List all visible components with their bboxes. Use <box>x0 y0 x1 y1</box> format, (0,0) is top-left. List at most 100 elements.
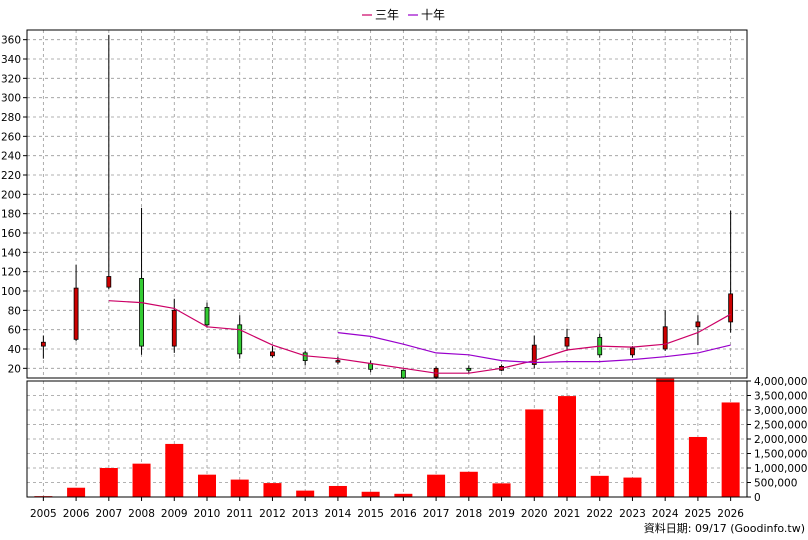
legend: 三年 十年 <box>362 8 445 22</box>
price-tick-label: 60 <box>8 325 21 337</box>
year-tick-label: 2009 <box>161 508 188 520</box>
volume-bar <box>427 474 446 497</box>
candle-body <box>695 321 701 328</box>
year-tick-label: 2022 <box>586 508 613 520</box>
volume-bar <box>296 490 315 497</box>
volume-bar <box>328 485 347 497</box>
year-tick-label: 2006 <box>63 508 90 520</box>
candle-body <box>564 336 570 347</box>
volume-bar <box>132 463 151 497</box>
year-tick-label: 2025 <box>685 508 712 520</box>
price-tick-label: 200 <box>1 189 21 201</box>
price-tick-label: 300 <box>1 93 21 105</box>
price-tick-label: 160 <box>1 228 21 240</box>
price-tick-label: 140 <box>1 247 21 259</box>
volume-tick-label: 500,000 <box>754 478 797 490</box>
volume-axis: 0 500,000 1,000,000 1,500,000 2,000,000 2,500… <box>747 376 807 504</box>
candle-body <box>73 287 79 340</box>
price-panel-frame <box>26 29 748 379</box>
price-tick-label: 240 <box>1 151 21 163</box>
price-tick-label: 180 <box>1 209 21 221</box>
volume-tick-label: 1,500,000 <box>754 449 807 461</box>
candle-body <box>728 293 734 323</box>
year-tick-label: 2026 <box>717 508 744 520</box>
year-tick-label: 2018 <box>455 508 482 520</box>
volume-bar <box>688 436 707 497</box>
price-tick-label: 40 <box>8 344 21 356</box>
price-tick-label: 280 <box>1 112 21 124</box>
volume-bar <box>165 443 184 497</box>
ma10-line <box>337 332 731 364</box>
volume-bar <box>230 479 249 497</box>
moving-averages <box>108 300 731 374</box>
volume-bar <box>492 483 511 497</box>
grid <box>27 30 747 498</box>
volume-panel-frame <box>26 380 748 498</box>
price-tick-label: 320 <box>1 73 21 85</box>
year-tick-label: 2012 <box>259 508 286 520</box>
volume-bar <box>67 487 86 497</box>
year-tick-label: 2016 <box>390 508 417 520</box>
volume-bar <box>558 396 576 497</box>
volume-tick-label: 3,000,000 <box>754 405 807 417</box>
price-tick-label: 120 <box>1 267 21 279</box>
candle-body <box>335 360 341 363</box>
volume-bar <box>623 477 642 497</box>
price-tick-label: 360 <box>1 35 21 47</box>
volume-bars <box>34 378 740 497</box>
volume-tick-label: 0 <box>754 492 761 504</box>
price-axis: 20 40 60 80 100 120 140 160 180 200 220 240 260 280 30… <box>1 35 27 375</box>
year-tick-label: 2013 <box>292 508 319 520</box>
candle-body <box>270 351 275 357</box>
price-tick-label: 80 <box>8 305 21 317</box>
price-tick-label: 260 <box>1 131 21 143</box>
price-tick-label: 220 <box>1 170 21 182</box>
year-tick-label: 2008 <box>128 508 155 520</box>
volume-bar <box>198 474 216 497</box>
year-tick-label: 2005 <box>30 508 57 520</box>
candles <box>40 34 734 379</box>
year-tick-label: 2021 <box>554 508 581 520</box>
year-tick-label: 2014 <box>325 508 352 520</box>
candle-body <box>106 276 112 288</box>
candle-body <box>204 307 210 326</box>
candle-body <box>368 363 374 370</box>
volume-tick-label: 2,500,000 <box>754 420 807 432</box>
volume-bar <box>263 483 282 497</box>
price-tick-label: 100 <box>1 286 21 298</box>
year-tick-label: 2007 <box>95 508 122 520</box>
candle-body <box>630 347 635 356</box>
year-tick-label: 2011 <box>226 508 253 520</box>
candle-body <box>662 326 668 350</box>
candle-body <box>237 324 243 355</box>
volume-tick-label: 1,000,000 <box>754 463 807 475</box>
year-axis: 2005 2006 2007 2008 2009 2010 2011 2012 2013 2014… <box>30 497 744 520</box>
volume-bar <box>721 402 740 497</box>
year-tick-label: 2010 <box>194 508 221 520</box>
price-tick-label: 340 <box>1 54 21 66</box>
candle-body <box>171 309 177 347</box>
year-tick-label: 2017 <box>423 508 450 520</box>
candle-body <box>40 341 46 347</box>
legend-label-ma10: 十年 <box>421 8 445 22</box>
volume-bar <box>394 493 413 497</box>
volume-tick-label: 2,000,000 <box>754 434 807 446</box>
volume-bar <box>361 491 380 497</box>
candle-body <box>466 367 472 371</box>
volume-tick-label: 4,000,000 <box>754 376 807 388</box>
year-tick-label: 2020 <box>521 508 548 520</box>
price-tick-label: 20 <box>8 363 21 375</box>
year-tick-label: 2019 <box>488 508 515 520</box>
ma3-line <box>108 300 731 374</box>
volume-bar <box>590 475 609 497</box>
volume-bar <box>459 471 478 497</box>
year-tick-label: 2015 <box>357 508 384 520</box>
volume-bar <box>656 378 675 497</box>
candle-body <box>302 352 308 362</box>
volume-bar <box>525 409 544 497</box>
volume-bar <box>99 468 118 497</box>
year-tick-label: 2023 <box>619 508 646 520</box>
source-label: 資料日期: 09/17 (Goodinfo.tw) <box>644 521 805 535</box>
